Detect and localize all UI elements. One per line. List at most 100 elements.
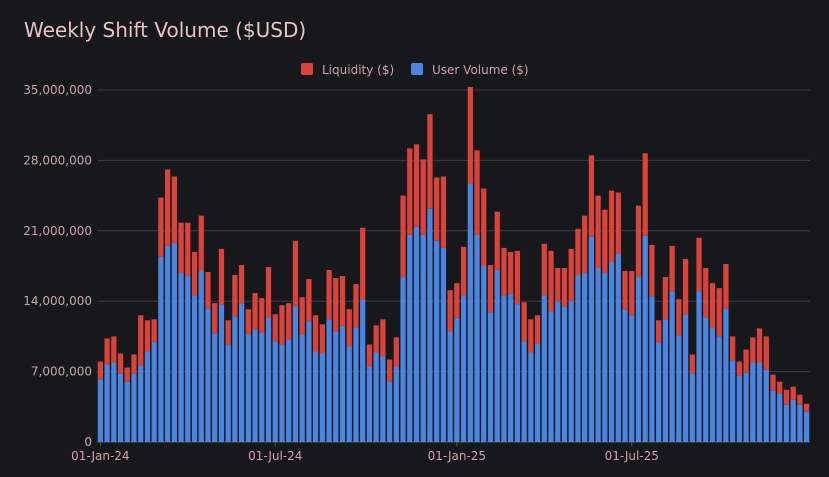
bar-liquidity xyxy=(191,251,198,296)
bar-user-volume xyxy=(104,364,110,442)
bar-user-volume xyxy=(555,301,561,442)
x-tick-label: 01-Jan-24 xyxy=(71,449,129,463)
bar-liquidity xyxy=(508,251,514,295)
bar-liquidity xyxy=(386,359,393,382)
bar-liquidity xyxy=(608,190,615,262)
bar-user-volume xyxy=(797,404,803,442)
bar-liquidity xyxy=(339,276,346,327)
bar-user-volume xyxy=(447,331,453,442)
bar-liquidity xyxy=(144,320,151,352)
bar-user-volume xyxy=(366,366,373,442)
gridlines xyxy=(97,89,810,443)
bar-user-volume xyxy=(111,362,117,442)
bar-user-volume xyxy=(454,318,460,442)
x-tick-label: 01-Jul-25 xyxy=(605,449,659,463)
bar-liquidity xyxy=(104,338,110,365)
bar-user-volume xyxy=(608,261,615,442)
bar-user-volume xyxy=(783,404,790,442)
bar-liquidity xyxy=(622,271,628,310)
bar-liquidity xyxy=(400,195,406,278)
bar-user-volume xyxy=(427,208,433,442)
bar-user-volume xyxy=(770,390,776,442)
bar-user-volume xyxy=(117,373,124,442)
bar-liquidity xyxy=(595,195,601,269)
bar-liquidity xyxy=(427,114,433,209)
bar-user-volume xyxy=(218,304,225,442)
bar-liquidity xyxy=(117,353,124,374)
bar-user-volume xyxy=(521,341,527,442)
bar-user-volume xyxy=(514,304,521,442)
bar-liquidity xyxy=(131,354,137,374)
bar-user-volume xyxy=(272,341,278,442)
x-axis: 01-Jan-24 01-Jul-24 01-Jan-25 01-Jul-25 xyxy=(71,442,659,463)
bar-user-volume xyxy=(245,334,251,442)
bar-user-volume xyxy=(756,362,763,442)
bar-liquidity xyxy=(434,177,440,241)
bar-user-volume xyxy=(131,373,137,442)
bar-liquidity xyxy=(151,319,157,343)
bar-user-volume xyxy=(279,344,285,442)
bar-user-volume xyxy=(420,234,426,442)
bar-liquidity xyxy=(312,315,319,352)
bar-liquidity xyxy=(602,209,608,274)
bar-user-volume xyxy=(804,411,810,442)
bar-user-volume xyxy=(629,315,635,442)
bar-user-volume xyxy=(165,245,171,442)
bar-liquidity xyxy=(770,374,776,391)
bar-user-volume xyxy=(487,312,494,442)
x-tick-label: 01-Jul-24 xyxy=(248,449,302,463)
bar-liquidity xyxy=(366,344,373,367)
bar-liquidity xyxy=(696,237,702,292)
bar-liquidity xyxy=(582,215,588,274)
bar-user-volume xyxy=(682,314,689,442)
bar-user-volume xyxy=(588,236,595,442)
bar-liquidity xyxy=(656,320,662,343)
bars xyxy=(97,86,810,442)
bar-user-volume xyxy=(380,356,386,442)
bar-liquidity xyxy=(790,386,796,400)
bar-user-volume xyxy=(333,331,339,442)
bar-user-volume xyxy=(467,183,473,442)
bar-user-volume xyxy=(292,306,299,442)
bar-user-volume xyxy=(709,327,716,442)
legend-swatch-user-volume xyxy=(411,63,423,75)
bar-user-volume xyxy=(750,362,756,442)
bar-user-volume xyxy=(474,234,480,442)
bar-liquidity xyxy=(272,314,278,342)
bar-user-volume xyxy=(353,327,359,442)
y-tick-label: 0 xyxy=(84,435,92,449)
bar-user-volume xyxy=(373,352,379,442)
bar-user-volume xyxy=(144,351,151,442)
bar-user-volume xyxy=(407,234,413,442)
bar-liquidity xyxy=(474,150,480,235)
bar-user-volume xyxy=(460,295,467,442)
bar-user-volume xyxy=(696,291,702,442)
bar-liquidity xyxy=(615,192,621,254)
bar-user-volume xyxy=(743,372,749,442)
chart-title: Weekly Shift Volume ($USD) xyxy=(24,18,307,42)
bar-liquidity xyxy=(252,293,258,330)
bar-user-volume xyxy=(763,369,769,442)
bar-liquidity xyxy=(420,159,426,235)
bar-liquidity xyxy=(212,303,218,334)
bar-user-volume xyxy=(232,316,238,442)
bar-liquidity xyxy=(319,324,325,354)
bar-liquidity xyxy=(380,319,386,357)
bar-user-volume xyxy=(568,301,574,442)
bar-liquidity xyxy=(676,299,682,336)
bar-user-volume xyxy=(508,294,514,442)
bar-user-volume xyxy=(360,299,366,442)
bar-liquidity xyxy=(218,248,225,305)
bar-user-volume xyxy=(212,333,218,442)
bar-liquidity xyxy=(629,271,635,316)
bar-user-volume xyxy=(178,273,184,442)
bar-liquidity xyxy=(245,309,251,335)
bar-user-volume xyxy=(703,317,709,442)
bar-liquidity xyxy=(198,215,204,272)
bar-liquidity xyxy=(487,264,494,313)
bar-user-volume xyxy=(198,271,204,442)
bar-user-volume xyxy=(730,360,736,442)
bar-liquidity xyxy=(555,268,561,302)
bar-user-volume xyxy=(339,326,346,442)
